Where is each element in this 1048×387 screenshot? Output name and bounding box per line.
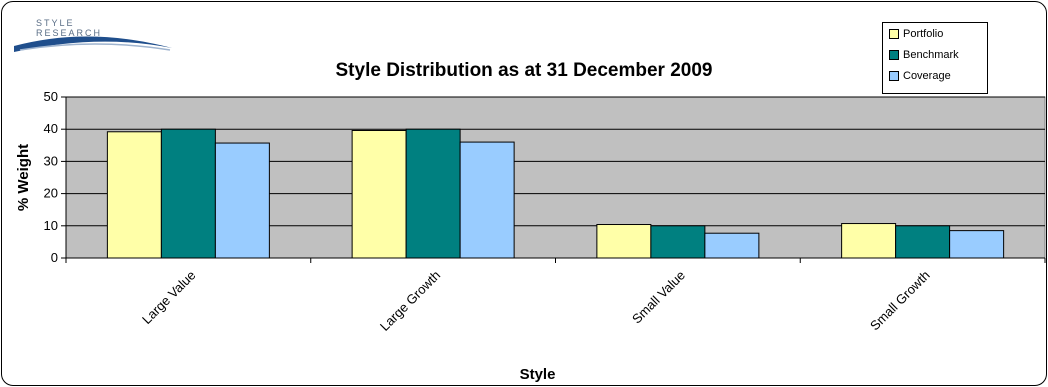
bar-benchmark-small-value (650, 225, 706, 259)
legend-item-benchmark: Benchmark (889, 48, 959, 62)
bar-portfolio-small-growth (841, 223, 897, 259)
style-research-logo: STYLE RESEARCH (14, 18, 172, 52)
legend-item-portfolio: Portfolio (889, 27, 943, 41)
chart-legend: Portfolio Benchmark Coverage (882, 22, 988, 94)
y-tick-label: 0 (51, 250, 58, 265)
bar-benchmark-large-value (160, 128, 216, 259)
bar-benchmark-large-growth (405, 128, 461, 259)
bar-coverage-large-value (214, 142, 270, 259)
legend-swatch-portfolio (889, 29, 899, 39)
x-category-label: Large Value (139, 268, 199, 328)
x-category-label: Small Growth (867, 268, 933, 334)
x-category-label: Large Growth (377, 268, 443, 334)
bar-portfolio-small-value (596, 224, 652, 259)
legend-label-benchmark: Benchmark (903, 49, 959, 61)
bar-portfolio-large-value (106, 131, 162, 259)
x-category-label: Small Value (629, 268, 688, 327)
y-tick-label: 20 (44, 186, 58, 201)
y-tick-label: 50 (44, 89, 58, 104)
svg-text:RESEARCH: RESEARCH (36, 28, 102, 38)
bar-coverage-small-growth (949, 230, 1005, 259)
legend-label-portfolio: Portfolio (903, 28, 944, 40)
bar-benchmark-small-growth (895, 225, 951, 259)
legend-swatch-benchmark (889, 50, 899, 60)
bar-coverage-large-growth (459, 141, 515, 259)
y-tick-label: 10 (44, 218, 58, 233)
bar-coverage-small-value (704, 232, 760, 259)
legend-item-coverage: Coverage (889, 69, 951, 83)
y-tick-label: 30 (44, 153, 58, 168)
y-axis-title: % Weight (15, 144, 32, 211)
x-axis-title: Style (520, 366, 556, 383)
legend-label-coverage: Coverage (903, 70, 951, 82)
legend-swatch-coverage (889, 71, 899, 81)
chart-title: Style Distribution as at 31 December 200… (335, 60, 713, 81)
svg-text:STYLE: STYLE (36, 18, 75, 28)
bar-portfolio-large-growth (351, 129, 407, 259)
y-tick-label: 40 (44, 121, 58, 136)
